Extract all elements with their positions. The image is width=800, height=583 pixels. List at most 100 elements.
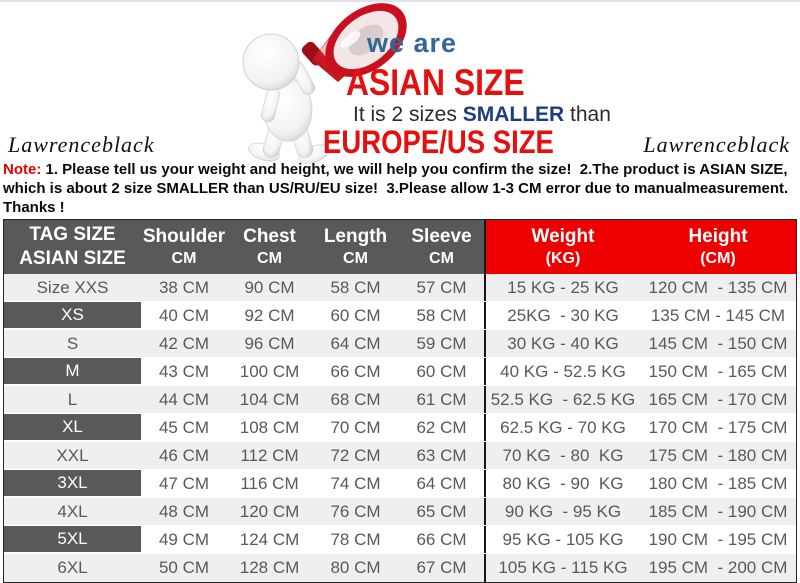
we-are-text: we are <box>367 28 458 58</box>
weight-label: Weight <box>531 226 595 247</box>
chest-cell: 100 CM <box>239 361 300 381</box>
height-cell: 120 CM - 135 CM <box>648 277 788 297</box>
weight-cell: 105 KG - 115 KG <box>484 554 640 582</box>
weight-header: Weight (KG) <box>484 220 640 274</box>
sleeve-cell: 66 CM <box>416 529 467 549</box>
sleeve-cell: 67 CM <box>416 558 467 577</box>
size-table-header: TAG SIZE ASIAN SIZE Shoulder CM Chest CM… <box>4 220 796 274</box>
brand-name-left: Lawrenceblack <box>8 132 155 157</box>
sleeve-cell: 63 CM <box>416 445 467 465</box>
length-cell: 58 CM <box>330 277 381 297</box>
sleeve-cell: 62 CM <box>416 417 467 437</box>
table-row: 6XL 50 CM 128 CM 80 CM 67 CM 105 KG - 115 KG 1… <box>4 554 796 582</box>
smaller-than-line: It is 2 sizes SMALLER than <box>353 103 611 127</box>
length-cell: 80 CM <box>330 558 381 577</box>
weight-cell: 25KG - 30 KG <box>484 302 640 329</box>
height-header: Height (CM) <box>640 220 796 274</box>
chest-cell: 116 CM <box>240 473 299 493</box>
chest-unit: CM <box>257 250 282 267</box>
megaphone-person-graphic <box>242 3 407 164</box>
shoulder-cell: 49 CM <box>158 529 210 549</box>
sleeve-cell: 61 CM <box>416 389 467 409</box>
length-label: Length <box>323 226 388 247</box>
header-right-group: Weight (KG) Height (CM) <box>484 220 796 274</box>
sleeve-unit: CM <box>429 250 454 267</box>
brand-name-right: Lawrenceblack <box>643 132 790 157</box>
note-label: Note: <box>3 161 42 178</box>
height-label: Height <box>688 226 748 247</box>
chest-cell: 124 CM <box>239 529 300 549</box>
sleeve-cell: 58 CM <box>416 305 467 325</box>
note-line-2: which is about 2 size SMALLER than US/RU… <box>3 180 789 197</box>
length-cell: 76 CM <box>330 501 381 521</box>
shoulder-cell: 40 CM <box>158 305 210 325</box>
height-cell: 145 CM - 150 CM <box>648 333 788 353</box>
chest-cell: 120 CM <box>239 501 300 521</box>
sleeve-cell: 57 CM <box>416 277 467 297</box>
table-row: S 42 CM 96 CM 64 CM 59 CM 30 KG - 40 KG 145 CM… <box>4 330 796 358</box>
shoulder-cell: 47 CM <box>158 473 210 493</box>
height-cell: 170 CM - 175 CM <box>648 417 788 437</box>
shoulder-header: Shoulder CM <box>141 220 227 274</box>
weight-cell: 52.5 KG - 62.5 KG <box>484 386 640 413</box>
height-cell: 185 CM - 190 CM <box>648 501 788 521</box>
smaller-prefix: It is 2 sizes <box>353 103 463 126</box>
shoulder-cell: 38 CM <box>158 277 210 297</box>
size-table: TAG SIZE ASIAN SIZE Shoulder CM Chest CM… <box>3 219 797 583</box>
weight-cell: 80 KG - 90 KG <box>484 470 640 497</box>
shoulder-label: Shoulder <box>142 226 226 247</box>
chest-cell: 112 CM <box>240 445 299 465</box>
size-cell: L <box>67 389 78 409</box>
weight-cell: 95 KG - 105 KG <box>484 526 640 553</box>
weight-unit: (KG) <box>545 250 581 267</box>
chest-cell: 96 CM <box>244 333 295 353</box>
table-row: XS 40 CM 92 CM 60 CM 58 CM 25KG - 30 KG 135 CM… <box>4 302 796 330</box>
length-cell: 74 CM <box>330 473 381 493</box>
weight-cell: 90 KG - 95 KG <box>484 498 640 525</box>
chest-header: Chest CM <box>227 220 312 274</box>
length-unit: CM <box>343 250 368 267</box>
size-cell: Size XXS <box>36 277 109 297</box>
note-line-1: Note: 1. Please tell us your weight and … <box>3 160 800 179</box>
size-cell: S <box>66 333 79 353</box>
height-cell: 150 CM - 165 CM <box>648 361 788 381</box>
size-cell: XS <box>4 302 141 329</box>
sleeve-cell: 65 CM <box>416 501 467 521</box>
shoulder-cell: 42 CM <box>158 333 210 353</box>
chest-cell: 92 CM <box>244 305 295 325</box>
weight-cell: 15 KG - 25 KG <box>484 274 640 301</box>
chest-cell: 108 CM <box>239 417 300 437</box>
tag-size-header: TAG SIZE ASIAN SIZE <box>4 220 141 274</box>
length-cell: 66 CM <box>330 361 381 381</box>
length-cell: 64 CM <box>330 333 381 353</box>
height-cell: 190 CM - 195 CM <box>648 529 788 549</box>
size-cell: 6XL <box>57 558 88 577</box>
note-line-3: Thanks ! <box>3 199 65 216</box>
sleeve-label: Sleeve <box>411 226 472 247</box>
shoulder-cell: 46 CM <box>158 445 210 465</box>
sleeve-cell: 60 CM <box>416 361 467 381</box>
size-cell: M <box>4 358 141 385</box>
table-row: Size XXS 38 CM 90 CM 58 CM 57 CM 15 KG - 25 K… <box>4 274 796 302</box>
shoulder-cell: 44 CM <box>158 389 210 409</box>
tag-size-line1: TAG SIZE <box>29 224 116 245</box>
chest-cell: 128 CM <box>239 558 300 577</box>
table-row: XL 45 CM 108 CM 70 CM 62 CM 62.5 KG - 70 KG 17… <box>4 414 796 442</box>
size-cell: 3XL <box>4 470 141 497</box>
length-cell: 78 CM <box>330 529 381 549</box>
table-row: 3XL 47 CM 116 CM 74 CM 64 CM 80 KG - 90 KG 180… <box>4 470 796 498</box>
chest-label: Chest <box>243 226 296 247</box>
height-cell: 195 CM - 200 CM <box>648 558 788 577</box>
length-cell: 72 CM <box>330 445 381 465</box>
height-cell: 180 CM - 185 CM <box>648 473 788 493</box>
person-figure <box>242 33 330 164</box>
length-cell: 60 CM <box>330 305 381 325</box>
chest-cell: 90 CM <box>244 277 295 297</box>
europe-size-headline: EUROPE/US SIZE <box>323 124 554 160</box>
length-cell: 68 CM <box>330 389 381 409</box>
note-paragraph: Note: 1. Please tell us your weight and … <box>3 160 800 217</box>
shoulder-unit: CM <box>171 250 197 267</box>
header-left-group: TAG SIZE ASIAN SIZE Shoulder CM Chest CM… <box>4 220 484 274</box>
sleeve-cell: 64 CM <box>416 473 467 493</box>
